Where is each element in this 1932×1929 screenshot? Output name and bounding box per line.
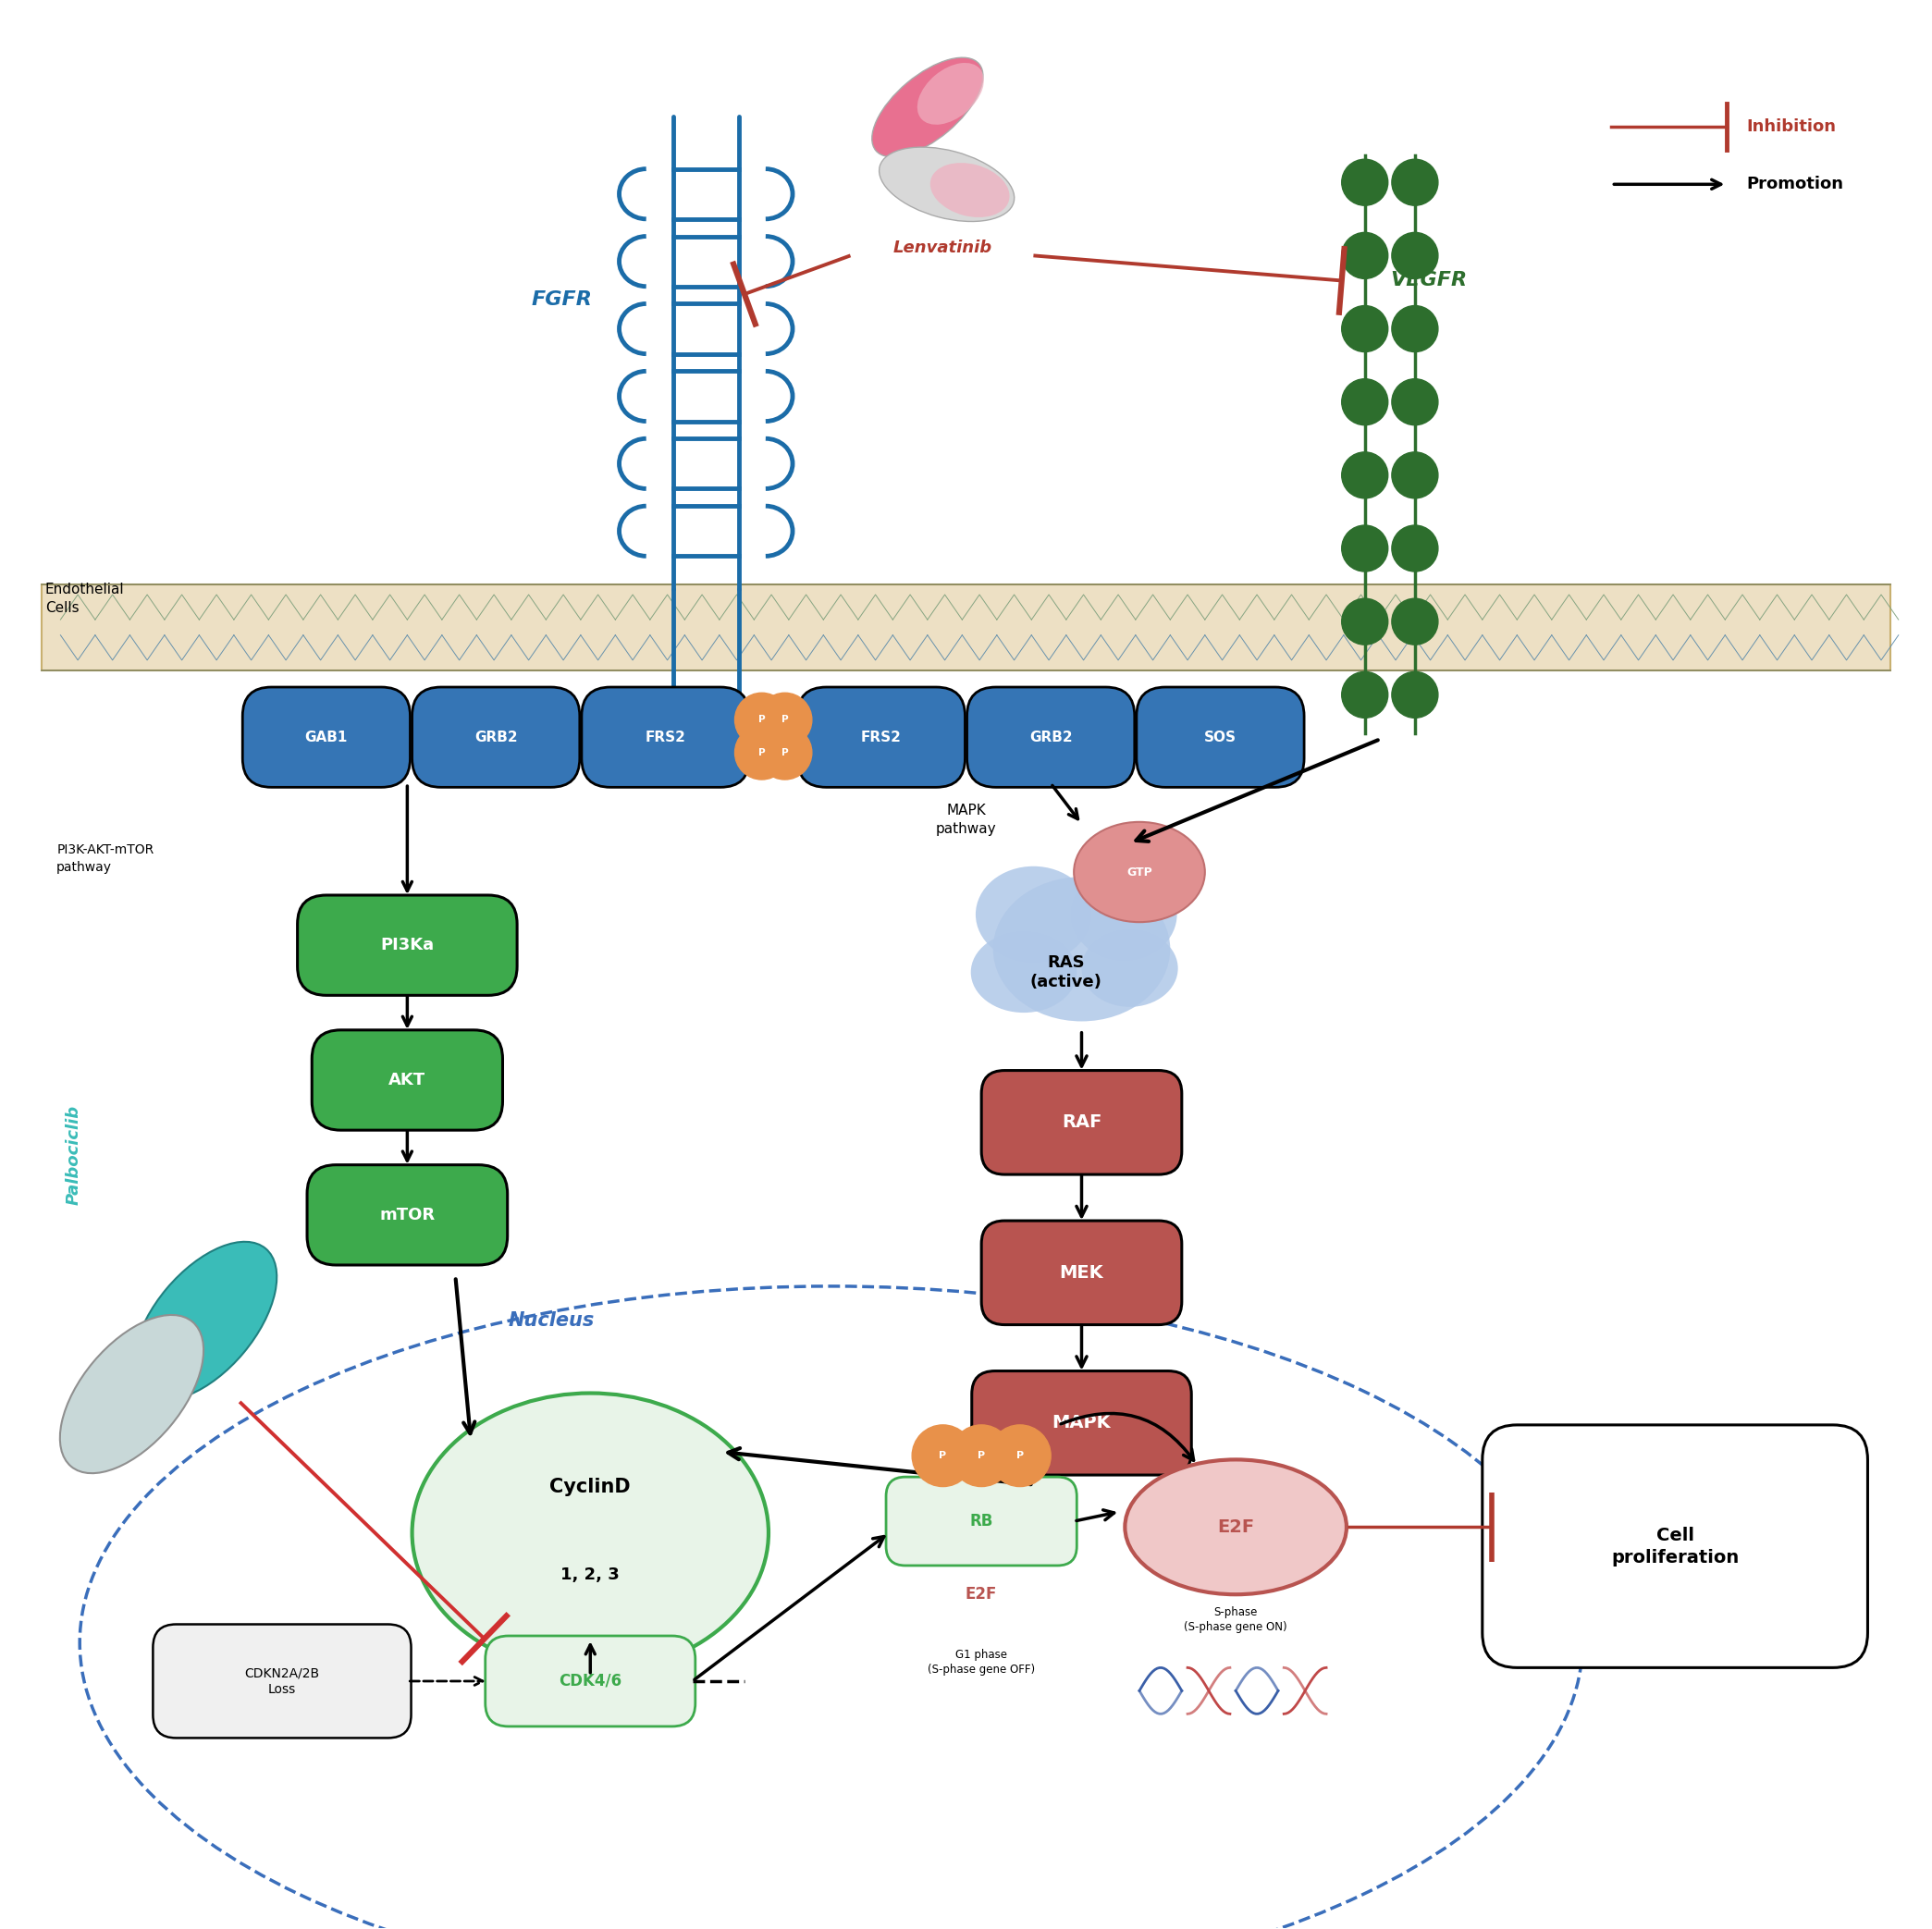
FancyBboxPatch shape: [966, 687, 1134, 787]
Text: mTOR: mTOR: [379, 1208, 435, 1223]
Text: PI3K-AKT-mTOR
pathway: PI3K-AKT-mTOR pathway: [56, 843, 155, 874]
FancyBboxPatch shape: [307, 1165, 508, 1265]
FancyBboxPatch shape: [412, 687, 580, 787]
FancyBboxPatch shape: [298, 895, 518, 995]
Circle shape: [1341, 525, 1387, 571]
Ellipse shape: [1124, 1460, 1347, 1595]
Circle shape: [1391, 598, 1437, 644]
Ellipse shape: [879, 147, 1014, 222]
Circle shape: [1391, 525, 1437, 571]
Text: GTP: GTP: [1126, 866, 1151, 878]
Text: VEGFR: VEGFR: [1389, 272, 1466, 289]
Circle shape: [757, 725, 811, 779]
FancyBboxPatch shape: [1136, 687, 1304, 787]
FancyBboxPatch shape: [485, 1636, 696, 1726]
Text: GRB2: GRB2: [1030, 731, 1072, 745]
Text: E2F: E2F: [966, 1586, 997, 1603]
Circle shape: [1341, 305, 1387, 351]
Circle shape: [951, 1426, 1012, 1487]
Text: Endothelial
Cells: Endothelial Cells: [44, 583, 124, 615]
FancyBboxPatch shape: [887, 1478, 1076, 1566]
FancyBboxPatch shape: [981, 1221, 1182, 1325]
FancyBboxPatch shape: [981, 1071, 1182, 1175]
Text: Promotion: Promotion: [1747, 176, 1843, 193]
FancyBboxPatch shape: [582, 687, 750, 787]
Ellipse shape: [929, 162, 1010, 218]
Text: P: P: [781, 748, 788, 758]
Text: CDKN2A/2B
Loss: CDKN2A/2B Loss: [245, 1667, 319, 1696]
Circle shape: [1391, 305, 1437, 351]
Text: 1, 2, 3: 1, 2, 3: [560, 1566, 620, 1584]
Text: MEK: MEK: [1059, 1263, 1103, 1281]
Text: SOS: SOS: [1204, 731, 1236, 745]
Ellipse shape: [871, 58, 983, 156]
Circle shape: [1341, 451, 1387, 498]
Circle shape: [1341, 233, 1387, 278]
Text: P: P: [1016, 1451, 1024, 1460]
Text: P: P: [757, 716, 765, 725]
FancyBboxPatch shape: [243, 687, 410, 787]
FancyBboxPatch shape: [1482, 1426, 1868, 1669]
Circle shape: [1391, 233, 1437, 278]
Circle shape: [1341, 160, 1387, 206]
Text: Nucleus: Nucleus: [508, 1312, 595, 1331]
Text: CDK4/6: CDK4/6: [558, 1672, 622, 1690]
Text: P: P: [978, 1451, 985, 1460]
Ellipse shape: [976, 866, 1092, 963]
Circle shape: [1341, 378, 1387, 424]
FancyBboxPatch shape: [153, 1624, 412, 1738]
FancyBboxPatch shape: [972, 1372, 1192, 1476]
Text: P: P: [939, 1451, 947, 1460]
Circle shape: [989, 1426, 1051, 1487]
Text: MAPK
pathway: MAPK pathway: [935, 804, 997, 835]
Circle shape: [734, 725, 788, 779]
Circle shape: [1391, 451, 1437, 498]
Ellipse shape: [1070, 868, 1177, 961]
Text: G1 phase
(S-phase gene OFF): G1 phase (S-phase gene OFF): [927, 1649, 1036, 1674]
Circle shape: [1391, 378, 1437, 424]
FancyBboxPatch shape: [41, 584, 1891, 671]
Text: PI3Ka: PI3Ka: [381, 937, 435, 953]
Text: RAF: RAF: [1061, 1113, 1101, 1130]
Ellipse shape: [412, 1393, 769, 1672]
FancyBboxPatch shape: [798, 687, 966, 787]
Text: Palbociclib: Palbociclib: [66, 1105, 83, 1206]
Circle shape: [1341, 671, 1387, 718]
Ellipse shape: [1082, 930, 1179, 1007]
Ellipse shape: [1074, 822, 1206, 922]
Ellipse shape: [60, 1316, 203, 1474]
Text: CyclinD: CyclinD: [551, 1478, 632, 1495]
Text: FRS2: FRS2: [862, 731, 902, 745]
Ellipse shape: [133, 1242, 276, 1400]
Ellipse shape: [918, 64, 983, 125]
FancyBboxPatch shape: [311, 1030, 502, 1130]
Text: RB: RB: [970, 1512, 993, 1530]
Circle shape: [912, 1426, 974, 1487]
Circle shape: [1391, 160, 1437, 206]
Circle shape: [734, 693, 788, 747]
Text: Lenvatinib: Lenvatinib: [893, 239, 993, 257]
Text: MAPK: MAPK: [1053, 1414, 1111, 1431]
Text: FGFR: FGFR: [531, 291, 591, 309]
Text: P: P: [781, 716, 788, 725]
Text: GRB2: GRB2: [475, 731, 518, 745]
Text: Cell
proliferation: Cell proliferation: [1611, 1526, 1739, 1566]
Ellipse shape: [993, 878, 1171, 1020]
Circle shape: [1341, 598, 1387, 644]
Text: Inhibition: Inhibition: [1747, 118, 1835, 135]
Text: E2F: E2F: [1217, 1518, 1254, 1535]
Text: P: P: [757, 748, 765, 758]
Text: RAS
(active): RAS (active): [1030, 955, 1101, 990]
Text: GAB1: GAB1: [305, 731, 348, 745]
Circle shape: [757, 693, 811, 747]
Ellipse shape: [970, 932, 1076, 1013]
Text: S-phase
(S-phase gene ON): S-phase (S-phase gene ON): [1184, 1607, 1287, 1632]
Text: FRS2: FRS2: [645, 731, 686, 745]
Text: AKT: AKT: [388, 1073, 425, 1088]
Circle shape: [1391, 671, 1437, 718]
